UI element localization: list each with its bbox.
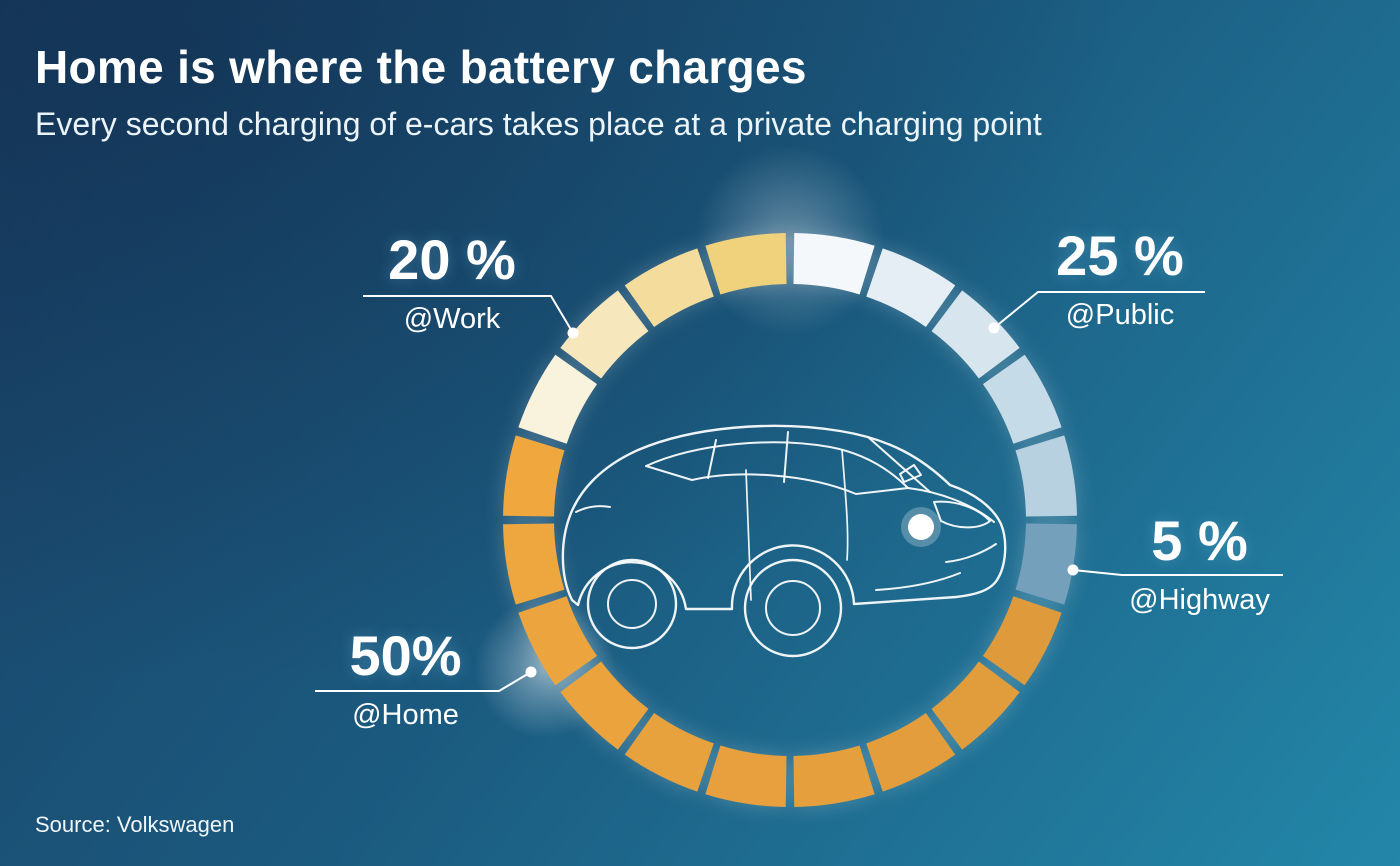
ring-segment-home <box>503 523 565 605</box>
work-label: @Work <box>403 303 501 335</box>
work-leader-line <box>363 295 574 334</box>
car-mirror <box>899 464 922 483</box>
car-a-pillar <box>707 439 717 479</box>
car-windshield-line <box>867 436 931 493</box>
highway-leader-line <box>1072 569 1283 576</box>
public-percentage: 25 % <box>1056 224 1184 287</box>
highway-label: @Highway <box>1129 584 1270 616</box>
car-front-wheel <box>743 558 843 658</box>
callout-work: 20 % @Work <box>352 232 552 336</box>
public-label: @Public <box>1065 299 1175 331</box>
ring-segment-work <box>624 248 714 328</box>
car-door-seam-rear <box>745 469 752 601</box>
highway-leader-dot <box>1067 564 1079 576</box>
ring-segment-highway <box>1015 523 1077 605</box>
public-leader-dot <box>988 322 1000 334</box>
ring-segment-home <box>705 745 787 807</box>
ring-segment-home <box>624 712 714 792</box>
home-percentage: 50% <box>349 624 462 687</box>
highway-percentage: 5 % <box>1151 509 1248 572</box>
source-credit: Source: Volkswagen <box>35 812 235 837</box>
car-rear-hub <box>607 579 657 629</box>
page-subtitle: Every second charging of e-cars takes pl… <box>35 106 1042 142</box>
home-leader-line <box>315 671 532 692</box>
ring-segment-public <box>866 248 956 328</box>
callout-home: 50% @Home <box>308 628 503 732</box>
ring-segment-public <box>982 354 1062 444</box>
header: Home is where the battery charges Every … <box>35 40 1042 143</box>
ring-segment-home <box>931 661 1020 750</box>
car-rear-wheel <box>586 558 678 650</box>
ring-segment-home <box>560 661 649 750</box>
home-leader-dot <box>525 666 537 678</box>
ring-segment-work <box>518 354 598 444</box>
home-label: @Home <box>352 699 459 731</box>
ring-segment-home <box>503 435 565 517</box>
callout-lines <box>315 291 1283 692</box>
page-title: Home is where the battery charges <box>35 41 807 93</box>
car-headlight-dot <box>908 514 934 540</box>
car-door-seam-front <box>841 449 849 561</box>
car-side-window <box>645 441 909 495</box>
car-front-hub <box>765 580 821 636</box>
ring-segment-work <box>560 290 649 379</box>
ring-segment-home <box>982 596 1062 686</box>
ring-segment-home <box>793 745 875 807</box>
ev-car-icon <box>561 424 1007 658</box>
ring-segment-public <box>793 233 875 295</box>
callout-highway: 5 % @Highway <box>1112 513 1287 617</box>
ring-segment-public <box>1015 435 1077 517</box>
ring-segment-home <box>866 712 956 792</box>
callout-public: 25 % @Public <box>1030 228 1210 332</box>
public-leader-line <box>993 291 1205 329</box>
car-lower-intake <box>875 572 961 591</box>
car-headlight <box>933 500 991 529</box>
donut-ring <box>503 233 1077 807</box>
ring-segment-public <box>931 290 1020 379</box>
car-rear-light <box>575 505 611 513</box>
work-leader-dot <box>567 327 579 339</box>
ring-segment-work <box>705 233 787 295</box>
ring-segment-home <box>518 596 598 686</box>
car-bumper-line <box>945 543 997 563</box>
car-body <box>561 424 1007 611</box>
car-b-pillar <box>783 431 789 483</box>
ring-top-glow <box>695 145 885 335</box>
work-percentage: 20 % <box>388 228 516 291</box>
